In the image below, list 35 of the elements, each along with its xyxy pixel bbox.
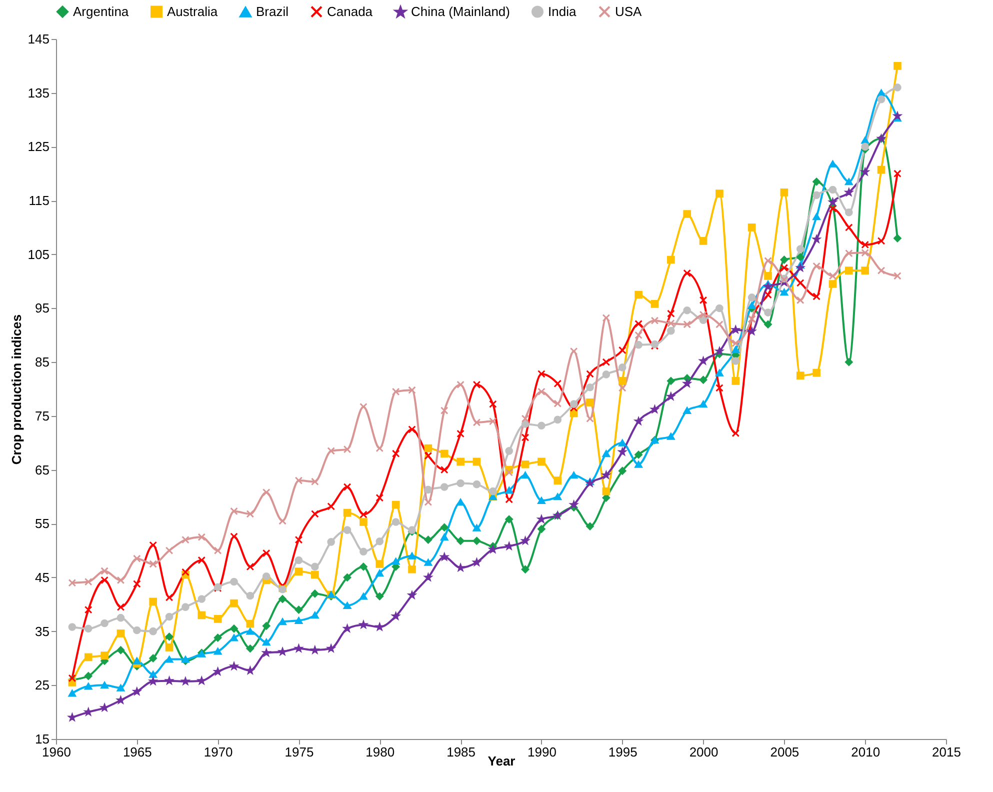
x-tick-label: 2005 — [770, 744, 800, 760]
y-tick-label: 85 — [35, 354, 50, 370]
x-tick-label: 2010 — [851, 744, 880, 760]
y-tick-label: 115 — [28, 193, 50, 208]
x-axis-title: Year — [488, 754, 516, 768]
y-tick-label: 65 — [35, 462, 50, 478]
legend-label: Argentina — [73, 4, 130, 19]
y-tick-label: 135 — [28, 85, 50, 100]
legend-label: USA — [615, 4, 642, 19]
x-tick-label: 2015 — [932, 744, 961, 760]
legend-label: India — [548, 4, 577, 19]
legend-label: Brazil — [256, 4, 289, 20]
y-tick-label: 35 — [35, 624, 50, 639]
x-tick-label: 1985 — [446, 744, 476, 760]
y-tick-label: 105 — [28, 246, 50, 262]
y-tick-label: 15 — [35, 732, 50, 746]
y-tick-label: 95 — [35, 300, 50, 316]
y-tick-label: 25 — [35, 678, 50, 693]
x-tick-label: 1960 — [42, 744, 71, 760]
x-tick-label: 1965 — [122, 744, 152, 760]
x-tick-label: 1980 — [366, 744, 395, 760]
x-tick-label: 1970 — [204, 744, 233, 760]
x-tick-label: 1995 — [608, 744, 638, 760]
y-tick-label: 145 — [28, 32, 50, 46]
y-tick-label: 45 — [35, 570, 50, 585]
x-tick-label: 1975 — [284, 744, 314, 760]
y-tick-label: 55 — [35, 516, 50, 532]
y-tick-label: 125 — [28, 139, 50, 154]
legend-label: Australia — [167, 4, 218, 19]
legend-label: Canada — [327, 4, 374, 19]
legend-label: China (Mainland) — [411, 4, 510, 20]
y-axis-title: Crop production indices — [8, 314, 24, 465]
x-tick-label: 1990 — [527, 744, 556, 760]
x-tick-label: 2000 — [689, 744, 718, 760]
y-tick-label: 75 — [35, 408, 50, 424]
